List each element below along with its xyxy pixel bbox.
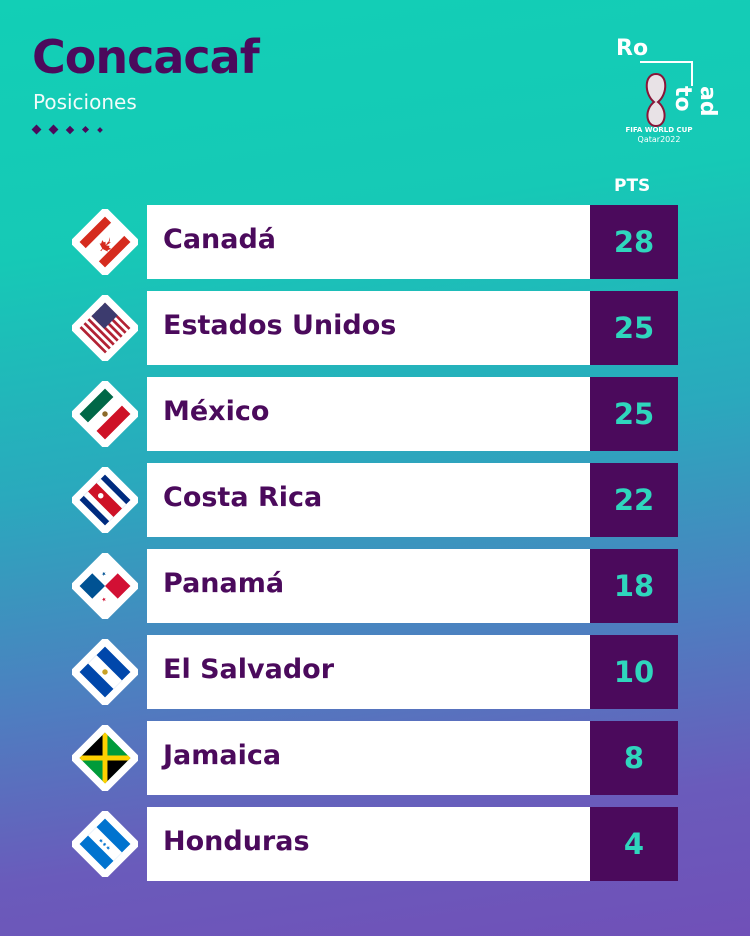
team-cell (147, 721, 590, 795)
team-name: El Salvador (163, 654, 335, 685)
logo-edition: Qatar2022 (637, 135, 681, 144)
costa-rica-flag-icon (72, 467, 138, 533)
team-points: 25 (590, 377, 678, 451)
panama-flag-icon: ★★ (72, 553, 138, 619)
svg-text:★: ★ (100, 596, 108, 604)
team-name: Honduras (163, 826, 310, 857)
team-cell (147, 807, 590, 881)
logo-brand: FIFA WORLD CUP (625, 126, 693, 134)
team-cell (147, 291, 590, 365)
table-row: Estados Unidos 25 (0, 291, 750, 365)
logo-path-line (640, 61, 693, 128)
table-row: Costa Rica 22 (0, 463, 750, 537)
team-name: Estados Unidos (163, 310, 397, 341)
team-cell (147, 205, 590, 279)
team-cell (147, 549, 590, 623)
team-points: 10 (590, 635, 678, 709)
jamaica-flag-icon (72, 725, 138, 791)
team-cell (147, 635, 590, 709)
team-points: 4 (590, 807, 678, 881)
team-name: México (163, 396, 270, 427)
canada-flag-icon (72, 209, 138, 275)
team-points: 28 (590, 205, 678, 279)
team-name: Costa Rica (163, 482, 323, 513)
table-row: Jamaica 8 (0, 721, 750, 795)
honduras-flag-icon: ✱ ✱ ✱ (72, 811, 138, 877)
team-cell (147, 463, 590, 537)
team-points: 8 (590, 721, 678, 795)
team-name: Canadá (163, 224, 277, 255)
el-salvador-flag-icon (72, 639, 138, 705)
table-row: México 25 (0, 377, 750, 451)
svg-text:★: ★ (100, 571, 108, 579)
team-name: Panamá (163, 568, 285, 599)
team-points: 18 (590, 549, 678, 623)
team-points: 25 (590, 291, 678, 365)
fifa-wordmark: FIFA WORLD CUP Qatar2022 (624, 126, 694, 144)
table-row: El Salvador 10 (0, 635, 750, 709)
team-name: Jamaica (163, 740, 282, 771)
logo-text-adto: ad to (670, 86, 720, 117)
table-row: Canadá 28 (0, 205, 750, 279)
logo-text-ro: Ro (616, 36, 649, 61)
decorative-dots (31, 124, 103, 135)
table-row: ✱ ✱ ✱ Honduras 4 (0, 807, 750, 881)
team-cell (147, 377, 590, 451)
table-row: ★ ★ Panamá 18 (0, 549, 750, 623)
page-subtitle: Posiciones (33, 90, 137, 114)
points-column-header: PTS (614, 176, 651, 196)
page-title: Concacaf (32, 30, 260, 84)
usa-flag-icon (72, 295, 138, 361)
mexico-flag-icon (72, 381, 138, 447)
road-to-qatar-logo: Ro ad to FIFA WORLD CUP Qatar2022 (610, 36, 720, 156)
team-points: 22 (590, 463, 678, 537)
